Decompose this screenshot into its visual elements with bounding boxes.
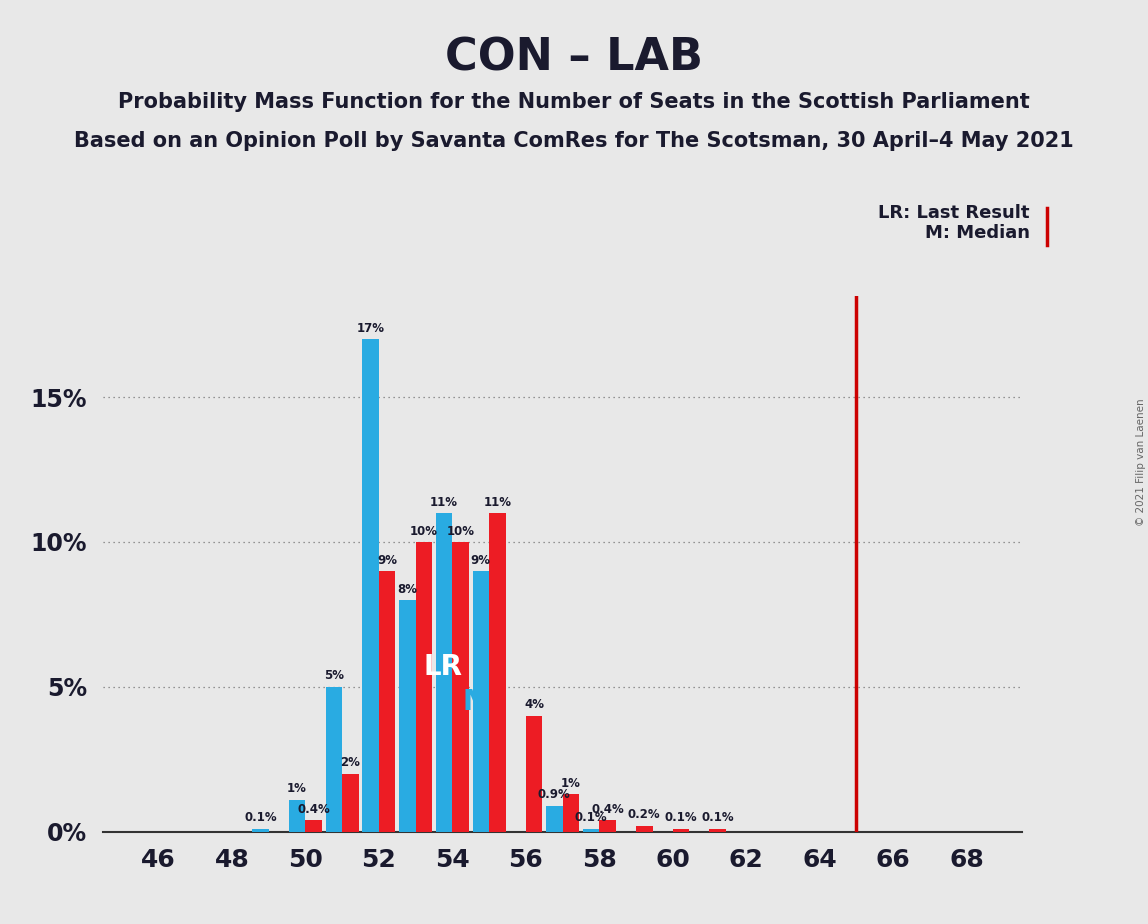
Text: 0.4%: 0.4% [591,803,623,816]
Text: 17%: 17% [357,322,385,334]
Bar [379,571,395,832]
Bar [546,806,563,832]
Text: CON – LAB: CON – LAB [445,37,703,80]
Text: 8%: 8% [397,582,418,595]
Text: Based on an Opinion Poll by Savanta ComRes for The Scotsman, 30 April–4 May 2021: Based on an Opinion Poll by Savanta ComR… [75,131,1073,152]
Bar [709,829,726,832]
Bar [289,800,305,832]
Text: 0.1%: 0.1% [245,811,277,824]
Text: 2%: 2% [341,757,360,770]
Bar [473,571,489,832]
Text: 11%: 11% [430,495,458,508]
Text: 4%: 4% [523,699,544,711]
Bar [326,687,342,832]
Bar [363,339,379,832]
Text: © 2021 Filip van Laenen: © 2021 Filip van Laenen [1135,398,1146,526]
Text: 0.9%: 0.9% [538,788,571,801]
Bar [526,716,542,832]
Text: LR: LR [424,653,463,681]
Text: 0.1%: 0.1% [665,811,697,824]
Text: 0.2%: 0.2% [628,808,660,821]
Text: M: M [463,687,490,716]
Bar [305,820,321,832]
Text: 0.1%: 0.1% [575,811,607,824]
Bar [436,513,452,832]
Bar [416,541,432,832]
Text: M: Median: M: Median [925,224,1030,242]
Bar [489,513,505,832]
Bar [599,820,615,832]
Bar [583,829,599,832]
Text: 1%: 1% [287,783,307,796]
Text: 0.1%: 0.1% [701,811,734,824]
Text: 10%: 10% [447,525,474,538]
Bar [563,794,579,832]
Text: 1%: 1% [561,776,581,790]
Text: 5%: 5% [324,669,344,683]
Bar [673,829,689,832]
Bar [636,826,652,832]
Bar [400,600,416,832]
Text: 11%: 11% [483,495,511,508]
Text: Probability Mass Function for the Number of Seats in the Scottish Parliament: Probability Mass Function for the Number… [118,92,1030,113]
Text: 0.4%: 0.4% [297,803,329,816]
Bar [452,541,468,832]
Bar [342,773,358,832]
Text: 9%: 9% [377,553,397,566]
Text: 9%: 9% [471,553,491,566]
Text: 10%: 10% [410,525,437,538]
Text: LR: Last Result: LR: Last Result [878,203,1030,222]
Bar [253,829,269,832]
